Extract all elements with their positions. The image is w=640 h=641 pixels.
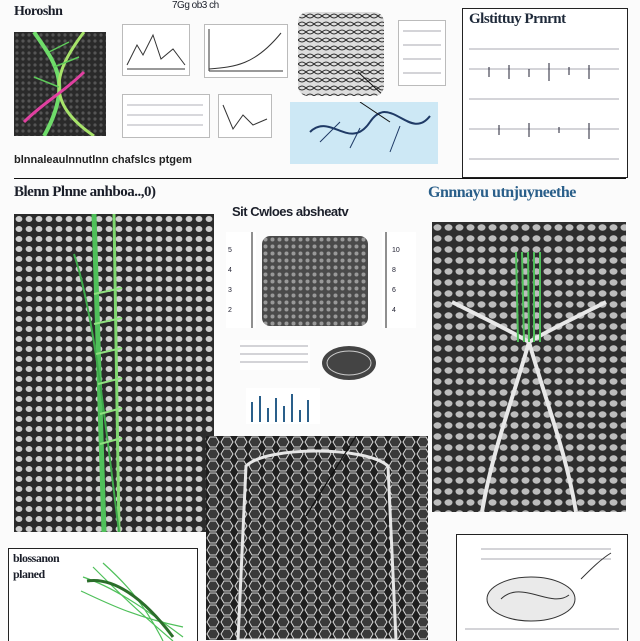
center-tissue-block	[262, 236, 368, 326]
left-section-title: Blenn Plnne anhboa..,0)	[14, 184, 156, 200]
svg-text:8: 8	[392, 267, 396, 274]
center-section-title: Sit Cwloes absheatv	[232, 204, 349, 219]
center-axis-strip-left: 5 4 3 2	[226, 232, 256, 328]
svg-text:4: 4	[392, 307, 396, 314]
tissue-block-top	[298, 12, 384, 96]
small-chart-5	[398, 20, 446, 86]
top-right-frame: Glstittuy Prnrnt	[462, 8, 628, 178]
center-oval-thumb	[322, 346, 376, 380]
green-fan-figure	[80, 562, 184, 641]
blue-diagram	[290, 102, 438, 164]
center-table-thumb	[240, 340, 310, 370]
right-section-title: Gnnnayu utnjuyneethe	[428, 184, 576, 201]
bottom-left-frame: blossanon planed	[8, 548, 198, 641]
svg-text:6: 6	[392, 287, 396, 294]
svg-text:3: 3	[228, 287, 232, 294]
bottom-center-tissue	[206, 436, 428, 640]
caption-strip: blnnaleaulnnutlnn chafslcs ptgem	[14, 154, 192, 166]
green-nerve-figure	[14, 32, 106, 136]
left-tissue-panel	[14, 214, 214, 532]
divider-mid	[14, 178, 626, 179]
small-chart-2	[204, 24, 288, 78]
top-center-label: 7Gg ob3 ch	[172, 0, 219, 11]
top-left-title: Horoshn	[14, 4, 63, 19]
right-tissue-panel	[432, 222, 626, 512]
bottom-right-frame	[456, 534, 628, 641]
bottom-left-title-2: planed	[13, 567, 45, 581]
svg-text:4: 4	[228, 267, 232, 274]
bottom-left-title-1: blossanon	[13, 551, 60, 565]
small-chart-3	[122, 94, 210, 138]
small-chart-1	[122, 24, 190, 76]
top-right-title: Glstittuy Prnrnt	[469, 11, 566, 27]
svg-text:2: 2	[228, 307, 232, 314]
svg-text:5: 5	[228, 247, 232, 254]
small-chart-4	[218, 94, 272, 138]
center-axis-strip-right: 10 8 6 4	[382, 232, 416, 328]
center-bar-thumb	[246, 388, 320, 424]
svg-text:10: 10	[392, 247, 400, 254]
